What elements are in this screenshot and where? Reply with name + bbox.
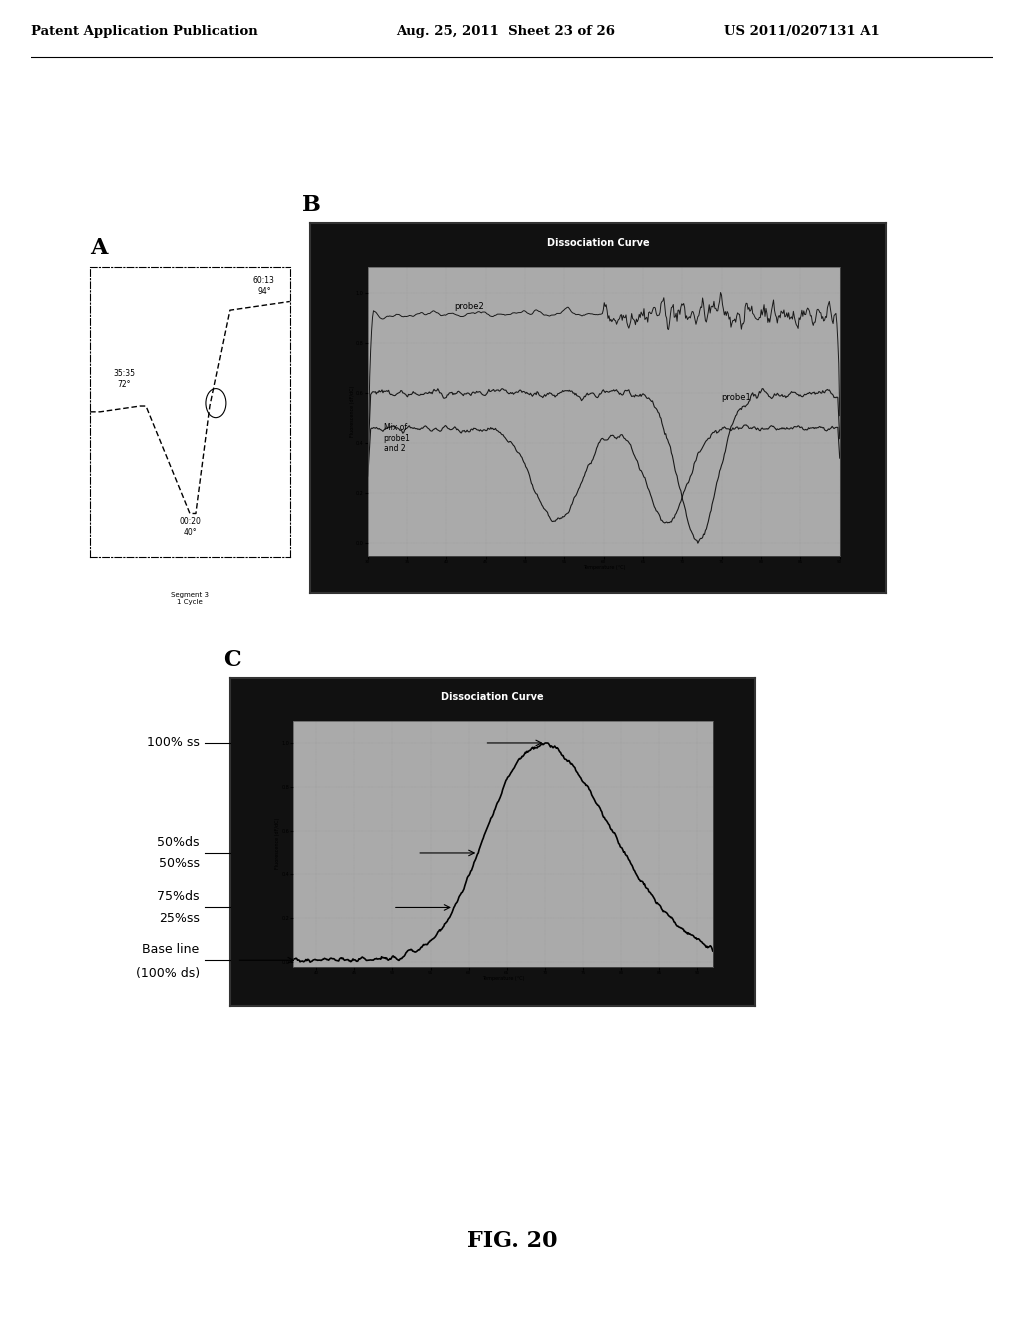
- Text: 50%ds: 50%ds: [157, 836, 200, 849]
- Text: (100% ds): (100% ds): [135, 968, 200, 979]
- Text: Aug. 25, 2011  Sheet 23 of 26: Aug. 25, 2011 Sheet 23 of 26: [396, 25, 615, 38]
- Text: Base line: Base line: [142, 944, 200, 956]
- Text: US 2011/0207131 A1: US 2011/0207131 A1: [724, 25, 880, 38]
- Text: 00:20
40°: 00:20 40°: [179, 517, 201, 537]
- Text: 100% ss: 100% ss: [146, 737, 200, 750]
- Text: Mix of
probe1
and 2: Mix of probe1 and 2: [384, 424, 411, 453]
- Text: probe2: probe2: [455, 302, 484, 312]
- Text: 50%ss: 50%ss: [159, 857, 200, 870]
- Y-axis label: Fluorescence (dF/dC): Fluorescence (dF/dC): [349, 385, 354, 437]
- X-axis label: Temperature (°C): Temperature (°C): [481, 975, 524, 981]
- Text: probe1: probe1: [722, 393, 752, 401]
- Text: B: B: [302, 194, 321, 216]
- Text: FIG. 20: FIG. 20: [467, 1230, 557, 1251]
- Text: Dissociation Curve: Dissociation Curve: [441, 692, 544, 701]
- Text: C: C: [223, 648, 241, 671]
- Text: 60:13
94°: 60:13 94°: [253, 276, 274, 296]
- Text: Patent Application Publication: Patent Application Publication: [31, 25, 257, 38]
- Text: Segment 3
1 Cycle: Segment 3 1 Cycle: [171, 591, 209, 605]
- Y-axis label: Fluorescence (dF/dC): Fluorescence (dF/dC): [275, 818, 280, 870]
- Text: 75%ds: 75%ds: [157, 891, 200, 903]
- Text: A: A: [90, 236, 108, 259]
- Text: 35:35
72°: 35:35 72°: [113, 370, 135, 388]
- Text: 25%ss: 25%ss: [159, 912, 200, 924]
- X-axis label: Temperature (°C): Temperature (°C): [583, 565, 625, 570]
- Text: Dissociation Curve: Dissociation Curve: [547, 238, 649, 248]
